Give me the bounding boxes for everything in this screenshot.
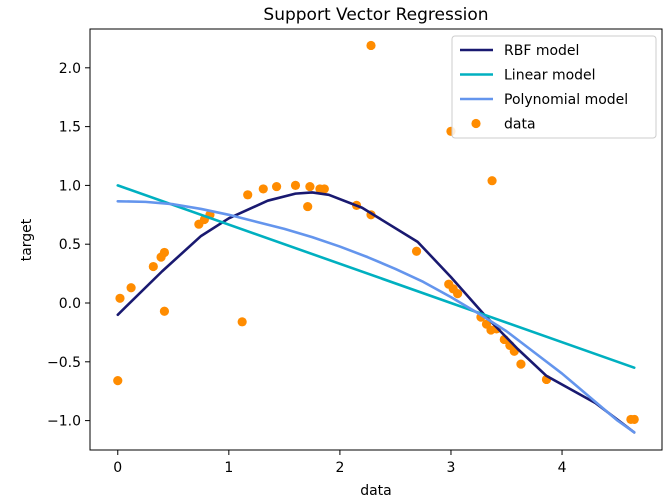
linear-model-line [116,184,636,369]
x-tick-label: 3 [447,460,456,476]
data-point [303,201,313,212]
data-point [159,306,170,316]
y-tick-label: −1.0 [47,414,81,430]
data-point [305,181,315,192]
rbf-model-line [116,191,636,434]
legend-label: Polynomial model [504,92,628,108]
data-point [516,359,526,369]
data-point [243,190,253,200]
legend-label: RBF model [504,43,579,59]
data-point [271,181,282,192]
data-point [290,180,301,191]
legend-box [451,35,657,139]
y-axis-label: target [19,218,35,261]
y-tick-label: 0.5 [59,237,81,253]
y-tick-label: 0.0 [59,296,81,312]
data-point [319,184,329,194]
legend-label: Linear model [504,68,596,84]
plot-frame [89,28,663,451]
data-point [411,246,422,256]
y-tick-label: 2.0 [59,61,81,77]
polynomial-model-line [116,199,636,434]
data-point [126,283,136,293]
data-point [629,414,639,425]
x-tick-label: 0 [113,460,122,476]
y-tick-label: 1.0 [59,178,81,194]
data-point [258,184,268,194]
y-tick-label: 1.5 [59,120,81,136]
x-tick-label: 4 [558,460,567,476]
plot-series [113,40,639,434]
y-axis: −1.0 −0.5 0.0 0.5 1.0 1.5 2.0 [47,61,90,430]
data-point [453,288,463,299]
y-tick-label: −0.5 [47,355,81,371]
x-tick-label: 1 [224,460,233,476]
chart-title: Support Vector Regression [263,5,488,25]
legend: RBF model Linear model Polynomial model dat… [451,35,657,139]
data-point [115,293,125,303]
x-axis-label: data [360,483,392,499]
data-point [148,261,158,272]
legend-swatch [471,118,481,129]
data-point [113,376,123,386]
data-point [159,247,170,258]
x-tick-label: 2 [335,460,344,476]
legend-label: data [504,117,536,133]
x-axis: 0 1 2 3 4 [113,450,567,476]
data-point [487,176,497,186]
data-point [237,317,247,327]
data-point [366,40,376,51]
